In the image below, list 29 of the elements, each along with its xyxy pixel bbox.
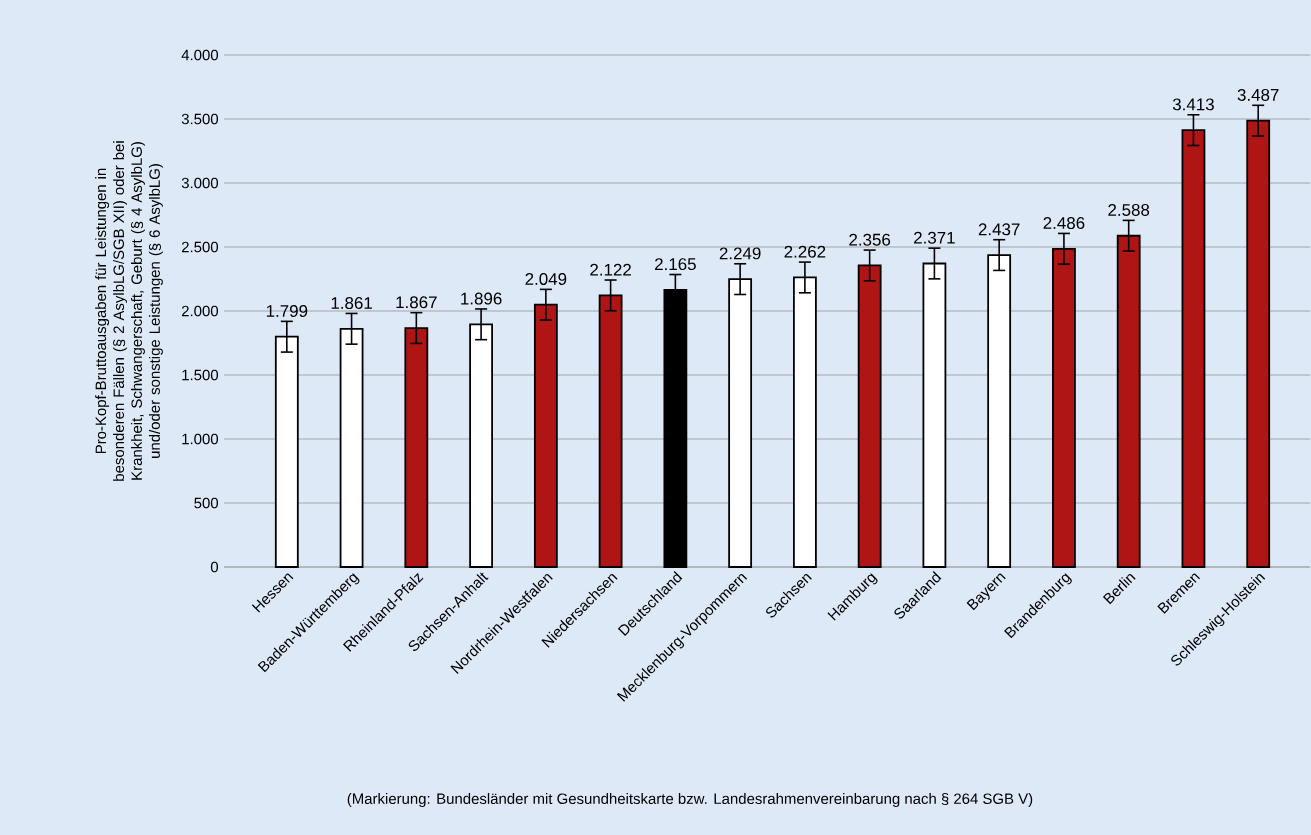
bar — [857, 264, 882, 568]
data-label: 2.588 — [1108, 204, 1150, 216]
y-axis-title: Pro-Kopf-Bruttoausgaben für Leistungen in besonderen Fällen (§ 2 AsylbLG/SGB XII) oder bei Krankheit, Schwangerschaft, Geburt (§ 4 AsylbLG) und/oder sonstige Leistungen (§ 6 AsylbLG) — [95, 141, 163, 481]
data-label: 2.165 — [655, 258, 696, 271]
data-label: 1.799 — [266, 304, 308, 317]
data-label: 2.122 — [590, 263, 631, 276]
data-label: 2.486 — [1043, 217, 1085, 230]
data-label: 2.356 — [849, 233, 891, 246]
data-label: 2.249 — [719, 247, 761, 260]
y-tick-label: 1.500 — [182, 369, 219, 381]
data-label: 1.861 — [331, 297, 372, 310]
data-label: 2.049 — [525, 272, 567, 285]
data-label: 1.896 — [461, 292, 502, 305]
data-label: 1.867 — [396, 296, 437, 309]
data-label: 2.437 — [978, 223, 1020, 236]
y-tick-label: 4.000 — [181, 49, 219, 61]
y-tick-label: 2.000 — [181, 305, 219, 317]
text: (Markierung: Bundesländer mit Gesundheitskarte bzw. Landesrahmenvereinbarung nach § 264 SGB V) — [347, 793, 1033, 807]
y-tick-label: 2.500 — [181, 241, 219, 253]
data-label: 3.413 — [1172, 98, 1214, 111]
y-tick-label: 3.000 — [181, 177, 219, 189]
y-tick-label: 500 — [194, 497, 219, 509]
data-label: 2.262 — [784, 245, 826, 258]
y-tick-label: 0 — [210, 561, 219, 573]
y-tick-label: 1.000 — [182, 433, 219, 445]
data-label: 2.371 — [914, 231, 955, 244]
y-tick-label: 3.500 — [181, 113, 219, 125]
bar — [792, 276, 817, 568]
data-label: 3.487 — [1237, 88, 1279, 101]
